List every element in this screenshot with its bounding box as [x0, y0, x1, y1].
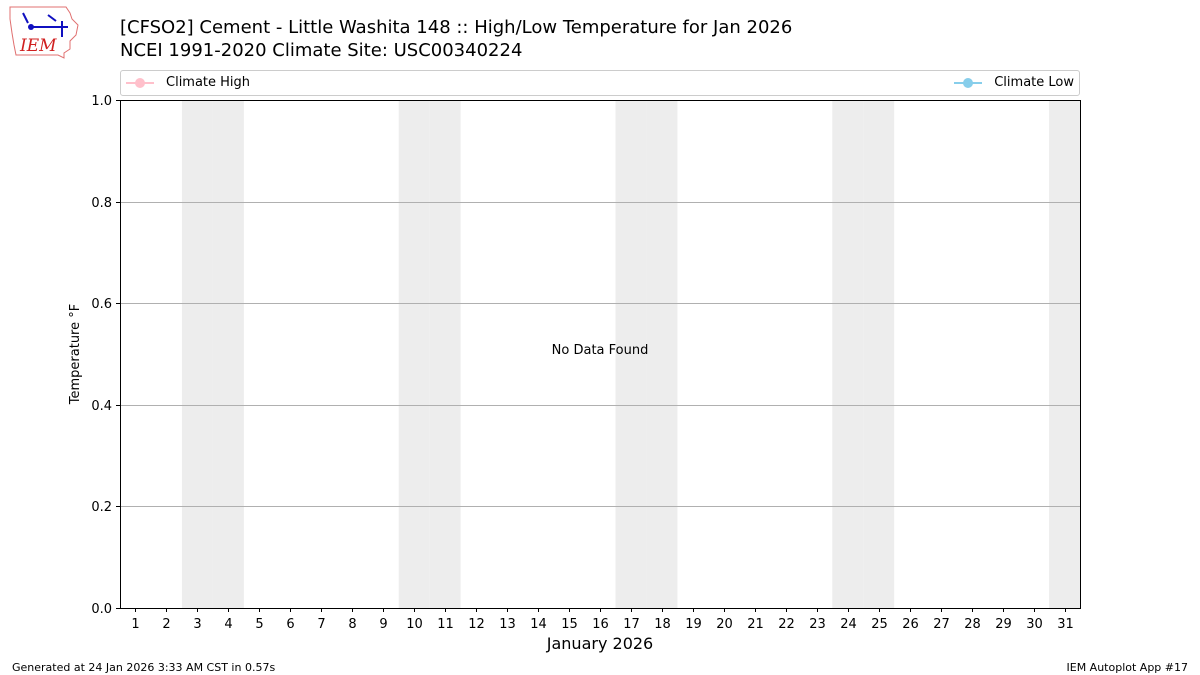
x-tick-label: 9 [379, 617, 387, 632]
x-tick-label: 20 [716, 617, 733, 632]
x-tick-label: 11 [437, 617, 454, 632]
weekend-shade [429, 100, 461, 608]
x-tick-label: 13 [499, 617, 516, 632]
legend-label-low: Climate Low [994, 75, 1074, 90]
x-tick-label: 17 [623, 617, 640, 632]
x-tick-label: 12 [468, 617, 485, 632]
x-tick-label: 19 [685, 617, 702, 632]
y-tick-label: 0.4 [91, 399, 112, 414]
legend-item-climate-high: Climate High [126, 75, 250, 90]
x-tick-label: 24 [840, 617, 857, 632]
logo-text: IEM [19, 36, 57, 56]
weekend-shade [212, 100, 244, 608]
footer-generated: Generated at 24 Jan 2026 3:33 AM CST in … [12, 661, 276, 674]
legend-marker-high [126, 77, 154, 88]
x-tick-label: 25 [871, 617, 888, 632]
x-tick-label: 23 [809, 617, 826, 632]
x-axis-label: January 2026 [546, 634, 653, 653]
chart-title: [CFSO2] Cement - Little Washita 148 :: H… [120, 17, 793, 38]
y-tick-label: 0.0 [91, 602, 112, 617]
x-tick-label: 14 [530, 617, 547, 632]
x-tick-label: 18 [654, 617, 671, 632]
x-tick-label: 30 [1026, 617, 1043, 632]
y-tick-label: 1.0 [91, 94, 112, 109]
footer-app: IEM Autoplot App #17 [1066, 661, 1189, 674]
x-tick-label: 2 [162, 617, 170, 632]
iem-logo: IEM [8, 5, 80, 59]
y-tick-label: 0.6 [91, 297, 112, 312]
x-tick-label: 1 [131, 617, 139, 632]
weekend-shade [1049, 100, 1080, 608]
legend-marker-low [954, 77, 983, 88]
x-tick-label: 15 [561, 617, 578, 632]
y-tick-label: 0.8 [91, 196, 112, 211]
legend: Climate High Climate Low [120, 70, 1080, 96]
x-tick-label: 4 [224, 617, 232, 632]
weekend-shade [646, 100, 678, 608]
no-data-annotation: No Data Found [552, 343, 649, 358]
x-tick-label: 21 [747, 617, 764, 632]
chart-subtitle: NCEI 1991-2020 Climate Site: USC00340224 [120, 40, 523, 61]
weekend-shade [398, 100, 430, 608]
weekend-shade [863, 100, 895, 608]
x-tick-label: 22 [778, 617, 795, 632]
y-tick-label: 0.2 [91, 500, 112, 515]
legend-item-climate-low: Climate Low [954, 75, 1074, 90]
x-tick-label: 29 [995, 617, 1012, 632]
weekend-shade [832, 100, 864, 608]
weekend-shade [615, 100, 647, 608]
x-tick-label: 28 [964, 617, 981, 632]
x-tick-label: 26 [902, 617, 919, 632]
x-tick-label: 31 [1057, 617, 1074, 632]
legend-label-high: Climate High [166, 75, 251, 90]
x-tick-label: 5 [255, 617, 263, 632]
weekend-shade [181, 100, 213, 608]
x-tick-label: 10 [406, 617, 423, 632]
y-axis-label: Temperature °F [68, 304, 83, 405]
x-tick-label: 3 [193, 617, 201, 632]
x-tick-label: 16 [592, 617, 609, 632]
x-tick-label: 27 [933, 617, 950, 632]
x-tick-label: 7 [317, 617, 325, 632]
x-tick-label: 6 [286, 617, 294, 632]
plot-frame [120, 100, 1081, 609]
x-tick-label: 8 [348, 617, 356, 632]
